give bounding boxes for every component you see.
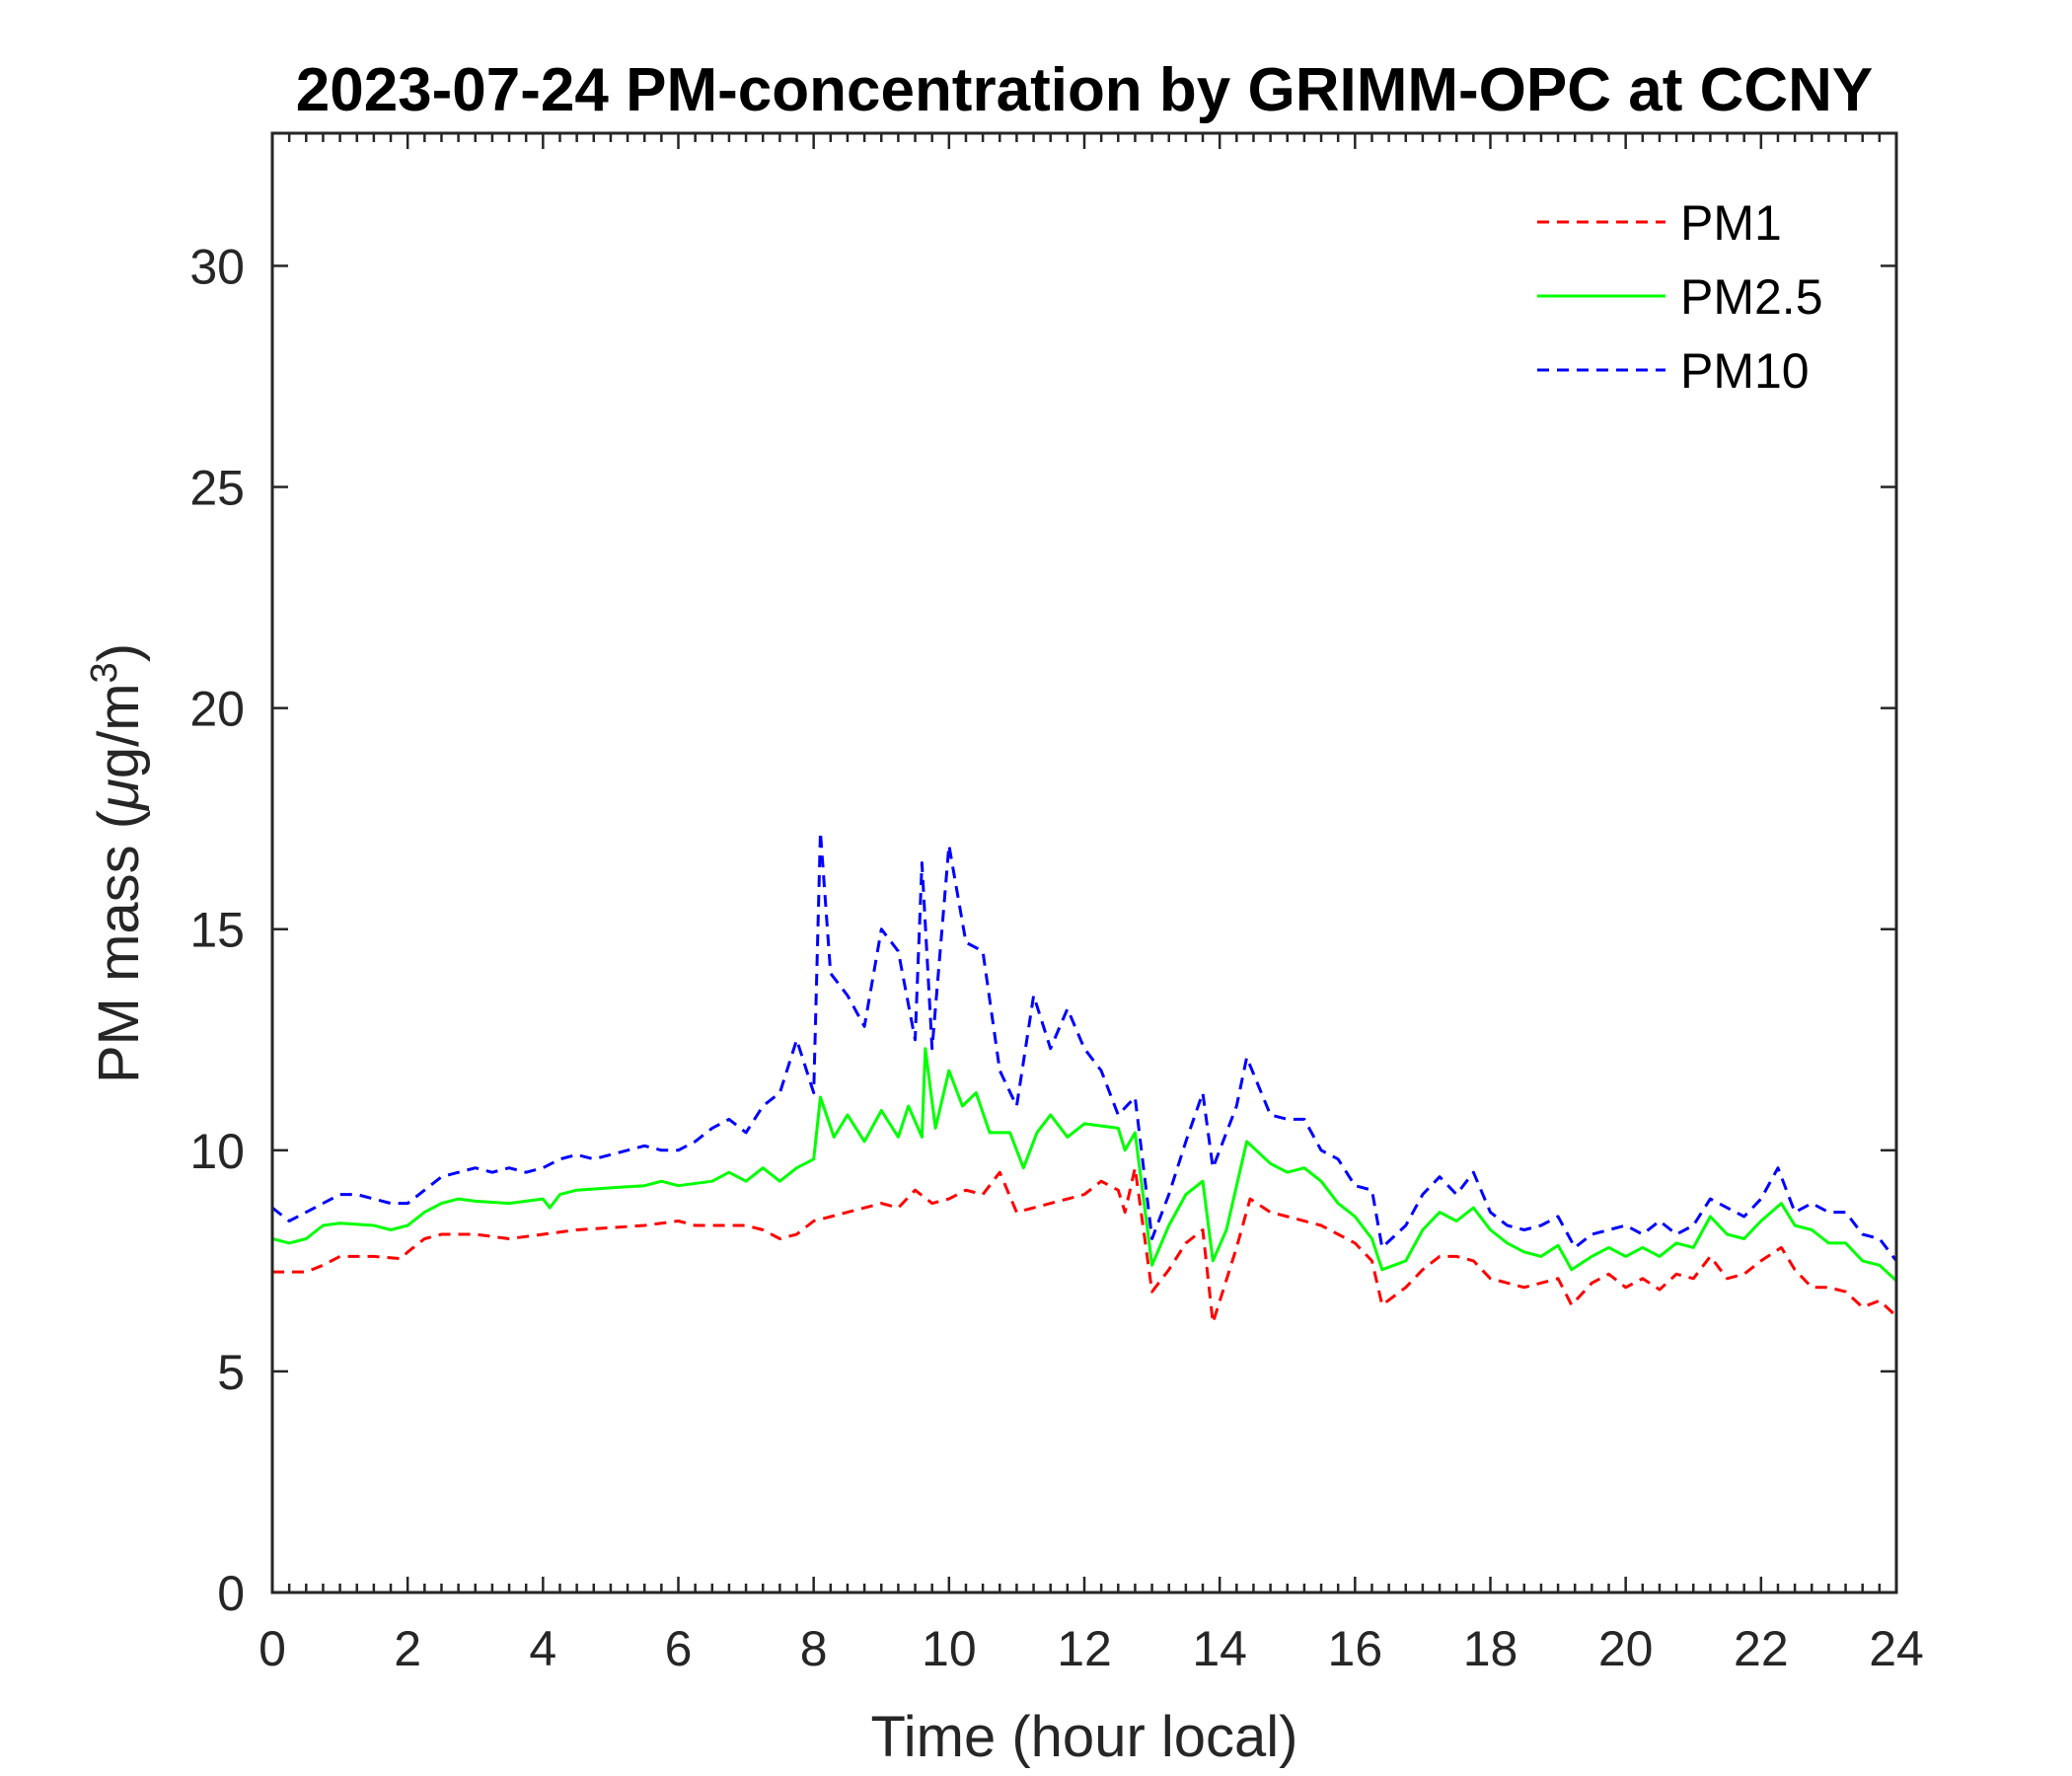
y-tick-label: 20 (189, 682, 245, 737)
x-tick-label: 22 (1734, 1621, 1789, 1676)
y-tick-label: 5 (217, 1345, 245, 1400)
legend-label: PM10 (1680, 343, 1810, 399)
x-tick-labels: 0 2 4 6 8 10 12 14 16 18 20 22 24 (259, 1621, 1924, 1676)
x-tick-label: 0 (259, 1621, 286, 1676)
y-tick-label: 15 (189, 903, 245, 958)
x-tick-label: 8 (800, 1621, 828, 1676)
series-line-pm10 (271, 830, 1898, 1262)
y-axis-label: PM mass (μg/m3) (84, 643, 151, 1083)
x-axis-label: Time (hour local) (871, 1705, 1298, 1769)
y-tick-labels: 0 5 10 15 20 25 30 (189, 239, 245, 1621)
chart-title: 2023-07-24 PM-concentration by GRIMM-OPC… (296, 56, 1874, 124)
legend: PM1 PM2.5 PM10 (1537, 195, 1823, 399)
axes-box (270, 131, 1898, 1594)
plot-series (271, 830, 1898, 1325)
series-line-pm2-5 (271, 1047, 1898, 1283)
x-tick-label: 24 (1869, 1621, 1924, 1676)
y-tick-label: 0 (217, 1566, 245, 1621)
axis-ticks (270, 133, 1898, 1594)
x-tick-label: 6 (665, 1621, 693, 1676)
legend-item-pm10: PM10 (1537, 343, 1810, 399)
x-tick-label: 16 (1328, 1621, 1383, 1676)
legend-item-pm2-5: PM2.5 (1537, 269, 1823, 325)
legend-item-pm1: PM1 (1537, 195, 1782, 251)
x-tick-label: 18 (1463, 1621, 1518, 1676)
x-tick-label: 14 (1192, 1621, 1247, 1676)
legend-label: PM2.5 (1680, 269, 1823, 325)
y-tick-label: 10 (189, 1124, 245, 1179)
series-line-pm1 (272, 1166, 1898, 1325)
x-tick-label: 2 (394, 1621, 421, 1676)
y-tick-label: 25 (189, 461, 245, 516)
y-tick-label: 30 (189, 239, 245, 294)
x-tick-label: 4 (529, 1621, 556, 1676)
x-tick-label: 20 (1598, 1621, 1654, 1676)
x-tick-label: 12 (1057, 1621, 1112, 1676)
legend-label: PM1 (1680, 195, 1782, 251)
x-tick-label: 10 (922, 1621, 977, 1676)
